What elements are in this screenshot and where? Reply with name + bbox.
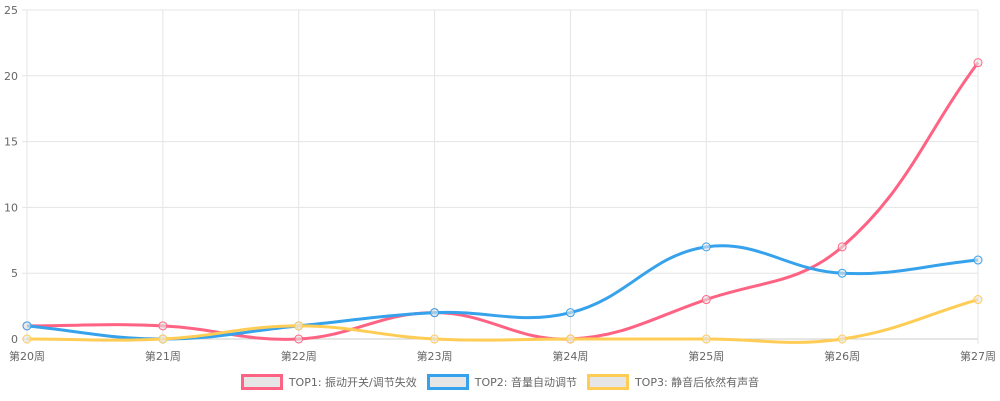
y-tick-label: 25 [4,4,18,17]
legend-label: TOP3: 静音后依然有声音 [634,376,760,389]
data-point [158,334,168,344]
data-point [837,334,847,344]
legend-swatch [426,374,469,390]
data-point [565,334,575,344]
y-tick-label: 10 [4,201,18,214]
line-chart: 0 5 10 15 20 25 第20周 第21周 第22周 第23周 第24周 第25周 第26周 第2… [4,4,996,363]
legend-item-top1[interactable]: TOP1: 振动开关/调节失效 [240,374,417,390]
series-line-top3 [26,298,979,344]
legend: TOP1: 振动开关/调节失效 TOP2: 音量自动调节 TOP3: 静音后依然有声… [0,374,1000,390]
x-tick-label: 第26周 [824,349,860,363]
data-point [837,242,847,252]
series-line-top1 [26,61,980,341]
x-tick-label: 第21周 [145,349,181,363]
legend-swatch [586,374,629,390]
data-point [701,334,711,344]
data-point [837,268,847,278]
y-tick-label: 5 [11,267,18,280]
data-point [565,308,575,318]
y-tick-label: 20 [4,70,18,83]
data-point [973,295,983,305]
x-tick-label: 第22周 [281,349,317,363]
data-point [973,255,983,265]
data-point [973,58,983,68]
legend-item-top2[interactable]: TOP2: 音量自动调节 [426,374,577,390]
x-tick-label: 第25周 [688,349,724,363]
data-point [430,334,440,344]
legend-item-top3[interactable]: TOP3: 静音后依然有声音 [586,374,760,390]
data-point [701,242,711,252]
legend-label: TOP1: 振动开关/调节失效 [288,376,417,389]
x-tick-label: 第23周 [417,349,453,363]
legend-swatch [240,374,283,390]
x-tick-label: 第27周 [960,349,996,363]
data-point [701,295,711,305]
x-tick-label: 第24周 [552,349,588,363]
data-point [430,308,440,318]
legend-label: TOP2: 音量自动调节 [474,376,577,389]
data-point [158,321,168,331]
x-tick-label: 第20周 [9,349,45,363]
y-tick-label: 15 [4,136,18,149]
data-point [294,334,304,344]
y-tick-label: 0 [11,333,18,346]
data-point [22,334,32,344]
data-point [294,321,304,331]
data-point [22,321,32,331]
